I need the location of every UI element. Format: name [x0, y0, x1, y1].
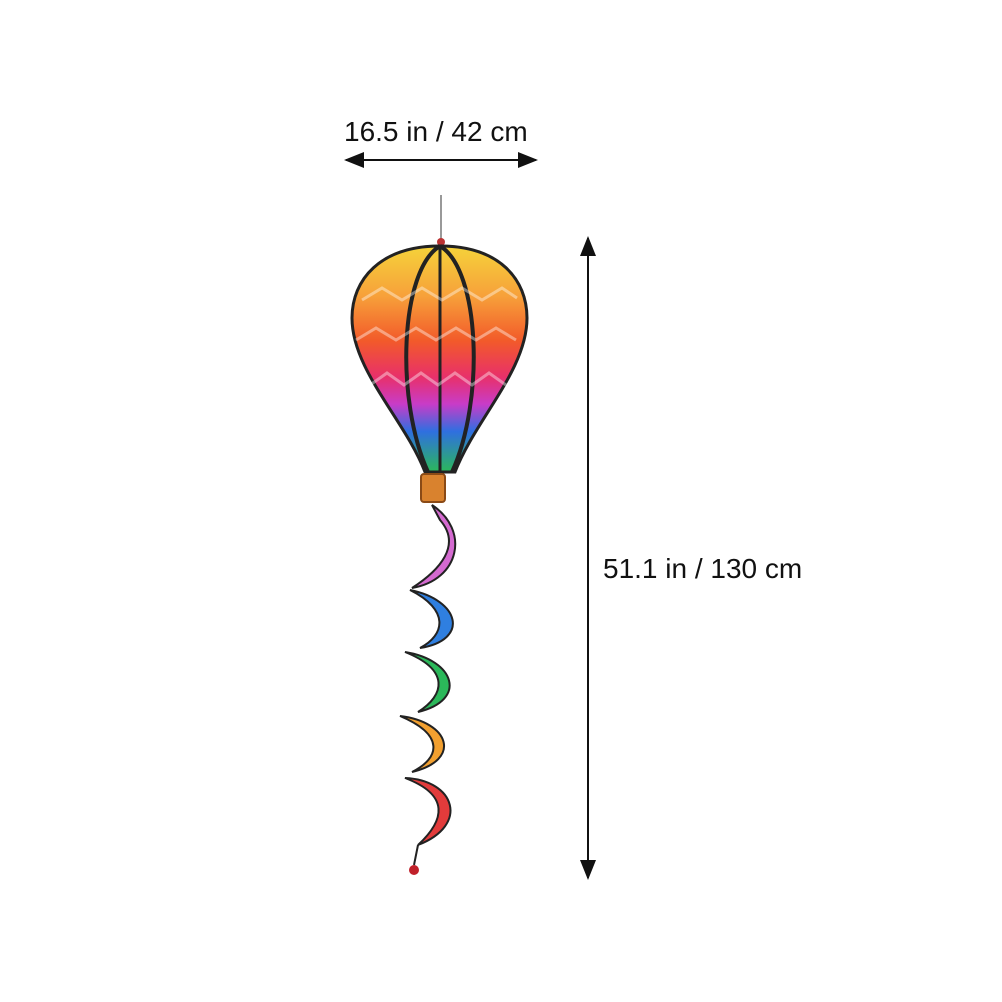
- balloon: [350, 244, 529, 474]
- basket: [420, 473, 446, 503]
- height-dimension-label: 51.1 in / 130 cm: [603, 553, 803, 584]
- twister-tail: [399, 504, 457, 875]
- width-dimension-label: 16.5 in / 42 cm: [344, 116, 528, 147]
